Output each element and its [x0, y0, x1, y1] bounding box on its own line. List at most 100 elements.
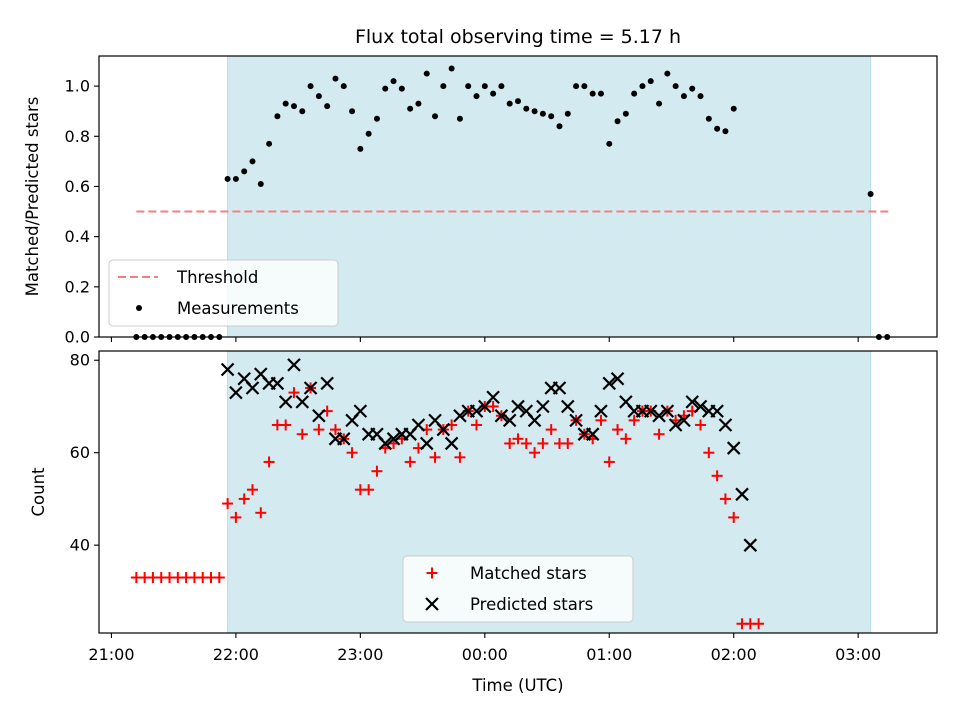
- measurement-point: [722, 128, 729, 135]
- top-y-tick-label: 0.2: [65, 277, 90, 296]
- matched-star-point: [263, 456, 275, 468]
- measurement-point: [282, 100, 289, 107]
- x-tick-label: 03:00: [835, 645, 881, 664]
- measurement-point: [614, 118, 621, 125]
- bottom-y-tick-label: 60: [70, 443, 90, 462]
- measurement-point: [382, 85, 389, 92]
- predicted-star-point: [453, 408, 467, 423]
- measurement-point: [373, 115, 380, 122]
- measurement-point: [730, 105, 737, 112]
- matched-star-point: [313, 424, 325, 436]
- matched-star-point: [603, 456, 615, 468]
- x-tick-label: 23:00: [337, 645, 383, 664]
- bottom-y-tick-label: 40: [70, 536, 90, 555]
- bottom-y-axis-label: Count: [29, 467, 48, 517]
- matched-star-point: [213, 572, 225, 584]
- top-y-tick-label: 0.0: [65, 328, 90, 347]
- matched-star-point: [703, 447, 715, 459]
- predicted-star-point: [486, 390, 500, 405]
- measurement-point: [299, 108, 306, 115]
- top-y-axis: 0.0 0.2 0.4 0.6 0.8 1.0: [65, 77, 99, 347]
- measurement-point: [249, 158, 256, 165]
- predicted-star-point: [270, 376, 285, 391]
- predicted-star-point: [511, 399, 525, 414]
- legend-x-mark: [425, 597, 439, 611]
- measurement-point: [498, 83, 505, 90]
- predicted-star-point: [585, 427, 600, 441]
- measurement-point: [241, 168, 248, 175]
- predicted-star-point: [436, 422, 451, 437]
- matched-star-point: [429, 451, 441, 463]
- x-tick-label: 21:00: [88, 645, 134, 664]
- measurement-point: [481, 83, 488, 90]
- bottom-plot-frame: [98, 350, 938, 634]
- legend-plus-mark: [426, 567, 438, 579]
- measurement-points: [133, 65, 891, 340]
- predicted-star-point: [552, 381, 567, 395]
- predicted-star-point: [444, 436, 459, 451]
- bottom-panel: 40 60 80 21:00 22:00 23:00 00:00 01:00 02:00 03:…: [29, 350, 938, 695]
- measurement-point: [714, 125, 721, 132]
- predicted-star-point: [386, 432, 401, 446]
- bottom-legend: Matched stars Predicted stars: [402, 555, 634, 623]
- matched-star-point: [329, 424, 341, 436]
- matched-star-point: [222, 498, 234, 510]
- legend-predicted-swatch: [425, 597, 439, 611]
- measurement-point: [539, 110, 546, 117]
- bottom-x-axis: 21:00 22:00 23:00 00:00 01:00 02:00 03:00: [88, 633, 881, 664]
- top-legend: Threshold Measurements: [108, 259, 339, 327]
- predicted-star-point: [502, 413, 517, 428]
- predicted-star-points: [220, 358, 758, 552]
- predicted-star-point: [378, 436, 393, 451]
- matched-star-point: [595, 414, 607, 426]
- predicted-star-point: [419, 436, 434, 451]
- top-y-tick-label: 1.0: [65, 77, 90, 96]
- matched-star-point: [504, 437, 516, 449]
- measurement-point: [307, 83, 314, 90]
- measurement-point: [432, 113, 439, 120]
- measurement-point: [257, 180, 264, 187]
- predicted-star-point: [643, 404, 658, 418]
- matched-star-point: [512, 433, 524, 445]
- predicted-star-point: [469, 404, 484, 418]
- measurement-point: [680, 93, 687, 100]
- measurement-point: [340, 83, 347, 90]
- predicted-star-point: [610, 371, 625, 386]
- measurement-point: [290, 103, 297, 110]
- measurement-point: [473, 93, 480, 100]
- predicted-star-point: [312, 408, 326, 423]
- top-legend-box: [108, 259, 339, 327]
- top-y-tick-label: 0.4: [65, 227, 90, 246]
- x-tick-label: 02:00: [711, 645, 757, 664]
- predicted-star-point: [594, 404, 608, 418]
- measurement-point: [705, 115, 712, 122]
- matched-star-point: [562, 437, 574, 449]
- bottom-legend-box: [402, 555, 634, 623]
- matched-star-point: [695, 419, 707, 431]
- matched-star-point: [529, 447, 541, 459]
- matched-star-point: [238, 493, 250, 505]
- legend-measurement-swatch: [136, 305, 142, 311]
- predicted-star-point: [569, 413, 583, 428]
- measurement-point: [531, 108, 538, 115]
- measurement-point: [556, 123, 563, 130]
- matched-star-point: [719, 493, 731, 505]
- predicted-star-point: [602, 376, 617, 391]
- matched-star-point: [612, 424, 624, 436]
- matched-star-point: [728, 511, 740, 523]
- top-y-axis-label: Matched/Predicted stars: [23, 97, 42, 297]
- measurement-point: [647, 78, 654, 85]
- measurement-point: [548, 113, 555, 120]
- matched-star-point: [753, 618, 765, 630]
- predicted-star-point: [229, 385, 243, 400]
- matched-star-point: [346, 447, 358, 459]
- x-tick-label: 22:00: [213, 645, 259, 664]
- legend-matched-label: Matched stars: [470, 564, 587, 583]
- bottom-y-axis: 40 60 80: [70, 351, 99, 555]
- matched-star-point: [454, 451, 466, 463]
- matched-star-point: [371, 465, 383, 477]
- predicted-star-point: [336, 432, 351, 446]
- predicted-star-point: [494, 408, 509, 423]
- legend-matched-swatch: [426, 567, 438, 579]
